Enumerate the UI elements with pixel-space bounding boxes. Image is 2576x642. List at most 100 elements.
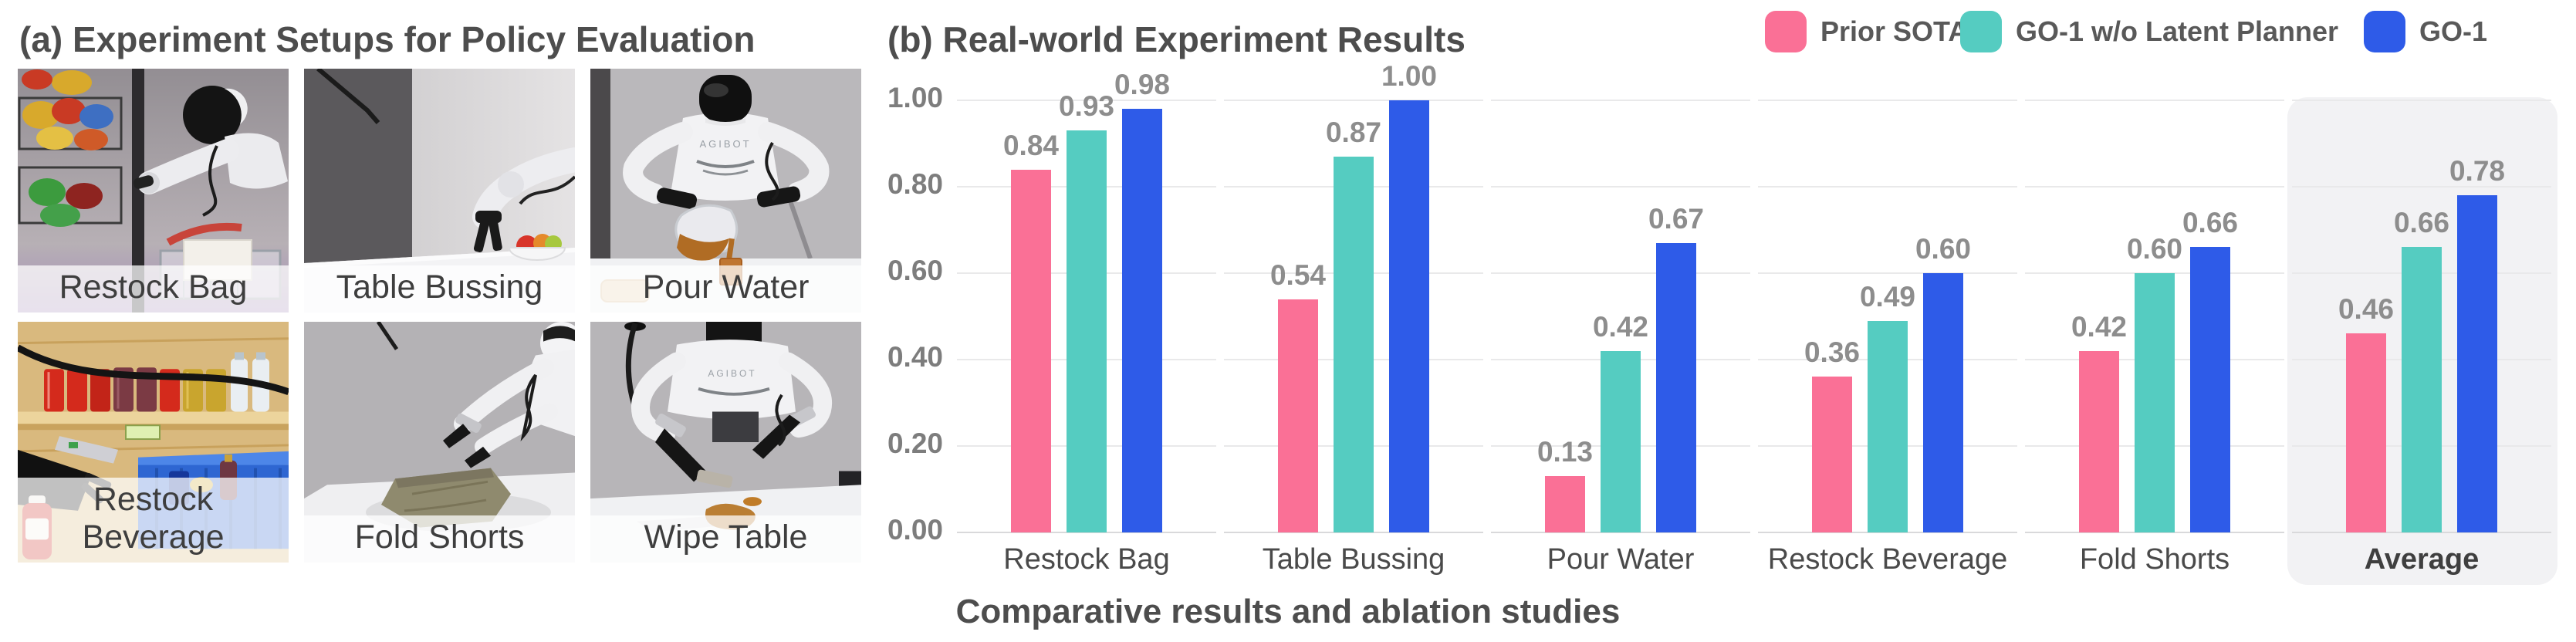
robot-figure: AGIBOT [623, 75, 830, 209]
figure-caption: Comparative results and ablation studies [955, 593, 1621, 630]
gridline [2292, 100, 2551, 101]
value-label: 0.42 [1592, 311, 1648, 343]
bar-go-1-w-o-latent-planner-fold-shorts [2135, 273, 2175, 532]
x-axis-baseline [1224, 532, 1483, 533]
shelf-pole [132, 69, 144, 313]
gridline [957, 100, 1216, 101]
gridline [2025, 186, 2284, 188]
facet-restock-beverage: 0.36 0.49 0.60 [1758, 100, 2017, 533]
price-tag [125, 424, 161, 441]
photo-restock-beverage: Restock Beverage [18, 322, 289, 563]
value-label: 0.84 [1002, 130, 1059, 161]
fruit-bowl [508, 234, 566, 261]
gridline [1224, 100, 1483, 101]
photo-label: Wipe Table [590, 515, 861, 563]
bar-go-1-fold-shorts [2190, 247, 2230, 532]
y-tick-1.00: 1.00 [887, 82, 943, 113]
photo-fold-shorts: Fold Shorts [304, 322, 575, 563]
x-axis-baseline [2025, 532, 2284, 533]
shelf-board [18, 411, 289, 424]
legend-label: GO-1 w/o Latent Planner [2016, 15, 2339, 47]
category-label-pour-water: Pour Water [1547, 543, 1695, 576]
bar-go-1-w-o-latent-planner-restock-beverage [1868, 321, 1908, 532]
value-label: 0.98 [1114, 69, 1170, 100]
category-label-table-bussing: Table Bussing [1262, 543, 1445, 576]
bar-prior-sota-restock-beverage [1812, 377, 1852, 532]
legend-item-prior-sota: Prior SOTA [1765, 11, 1968, 52]
bar-prior-sota-table-bussing [1278, 299, 1318, 532]
category-label-restock-bag: Restock Bag [1003, 543, 1170, 576]
snack-shelf [18, 69, 123, 227]
value-label: 0.60 [1915, 233, 1971, 265]
value-label: 0.42 [2071, 311, 2127, 343]
facet-restock-bag: 0.84 0.93 0.98 [957, 69, 1216, 533]
sponge [696, 469, 733, 488]
photo-table-bussing: Table Bussing [304, 69, 575, 313]
legend-label: GO-1 [2419, 15, 2488, 47]
go-1-w-o-latent-planner-swatch [1960, 11, 2002, 52]
bar-prior-sota-fold-shorts [2079, 351, 2119, 532]
value-label: 0.66 [2182, 207, 2238, 238]
legend-item-go-1: GO-1 [2364, 11, 2487, 52]
y-tick-0.60: 0.60 [887, 255, 943, 286]
value-label: 0.54 [1269, 259, 1326, 291]
y-tick-0.80: 0.80 [887, 168, 943, 200]
bar-go-1-w-o-latent-planner-average [2402, 247, 2442, 532]
photo-wipe-table: AGIBOT Wipe Table [590, 322, 861, 563]
svg-text:AGIBOT: AGIBOT [699, 138, 751, 150]
gridline [2292, 186, 2551, 188]
gridline [2025, 100, 2284, 101]
category-label-restock-beverage: Restock Beverage [1767, 543, 2008, 576]
x-axis-baseline [957, 532, 1216, 533]
legend-label: Prior SOTA [1820, 15, 1969, 47]
bar-go-1-restock-beverage [1923, 273, 1963, 532]
value-label: 0.49 [1859, 281, 1915, 313]
value-label: 1.00 [1381, 60, 1437, 92]
bar-go-1-average [2457, 195, 2497, 532]
shorts [381, 468, 511, 528]
bar-go-1-w-o-latent-planner-restock-bag [1067, 130, 1107, 532]
y-tick-0.40: 0.40 [887, 341, 943, 373]
cable [18, 344, 289, 396]
legend-item-go-1-w-o-latent-planner: GO-1 w/o Latent Planner [1960, 11, 2338, 52]
gridline [1758, 100, 2017, 101]
bar-prior-sota-average [2346, 333, 2386, 532]
photo-label: Fold Shorts [304, 515, 575, 563]
gridline [1758, 272, 2017, 274]
value-label: 0.66 [2393, 207, 2449, 238]
bar-go-1-restock-bag [1122, 109, 1162, 532]
y-tick-0.00: 0.00 [887, 514, 943, 546]
value-label: 0.67 [1648, 203, 1704, 235]
tripod [785, 191, 813, 259]
bar-prior-sota-restock-bag [1011, 170, 1051, 532]
gridline [1491, 186, 1750, 188]
photo-label: Pour Water [590, 265, 861, 313]
gridline [1491, 100, 1750, 101]
facet-fold-shorts: 0.42 0.60 0.66 [2025, 100, 2284, 533]
category-label-fold-shorts: Fold Shorts [2079, 543, 2230, 576]
lamp-arm [376, 322, 399, 350]
value-label: 0.78 [2449, 155, 2505, 187]
photo-pour-water: AGIBOT Pour Water [590, 69, 861, 313]
value-label: 0.93 [1058, 90, 1114, 122]
panel-a-title: (a) Experiment Setups for Policy Evaluat… [19, 19, 756, 59]
go-1-swatch [2364, 11, 2405, 52]
panel-b-title: (b) Real-world Experiment Results [887, 19, 1465, 59]
bar-prior-sota-pour-water [1545, 476, 1585, 532]
photo-label: Restock Bag [18, 265, 289, 313]
bar-go-1-pour-water [1656, 243, 1696, 532]
value-label: 0.36 [1804, 336, 1860, 368]
bar-go-1-w-o-latent-planner-pour-water [1601, 351, 1641, 532]
robot-arm [472, 147, 575, 252]
category-label-average: Average [2364, 543, 2480, 576]
x-axis-baseline [1758, 532, 2017, 533]
svg-text:AGIBOT: AGIBOT [708, 368, 756, 379]
value-label: 0.60 [2126, 233, 2182, 265]
value-label: 0.46 [2338, 293, 2394, 325]
value-label: 0.13 [1536, 436, 1593, 468]
y-tick-0.20: 0.20 [887, 427, 943, 459]
facet-pour-water: 0.13 0.42 0.67 [1491, 100, 1750, 533]
bar-go-1-table-bussing [1389, 100, 1429, 532]
